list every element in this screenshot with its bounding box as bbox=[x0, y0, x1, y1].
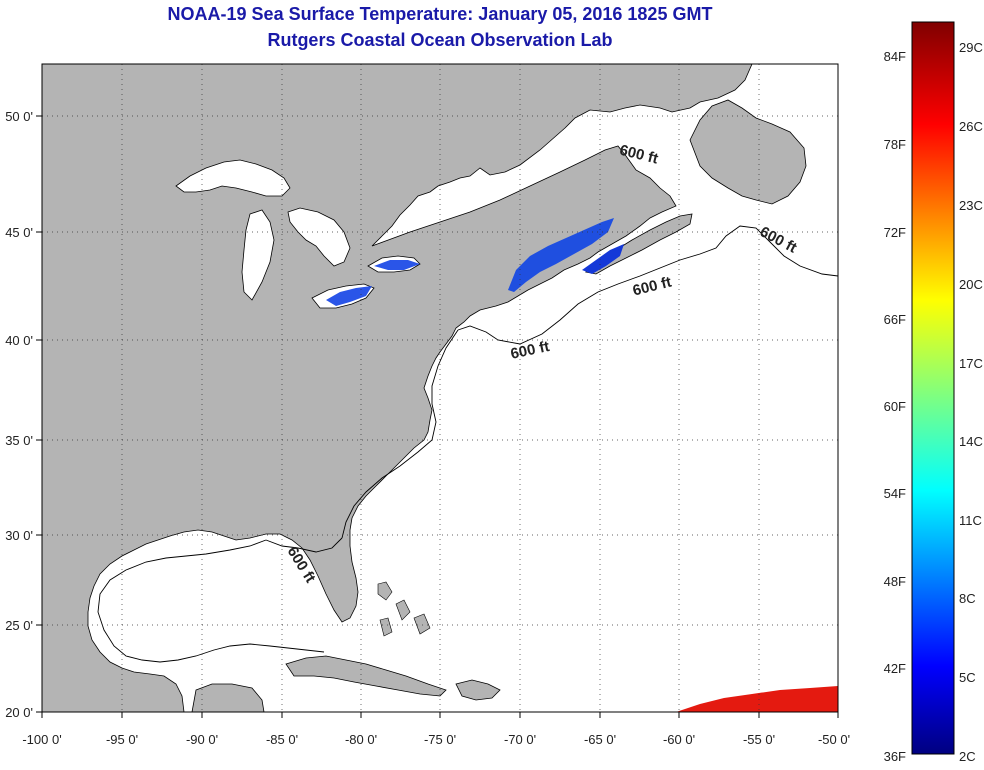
colorbar-label-17c: 17C bbox=[959, 356, 983, 371]
colorbar-label-29c: 29C bbox=[959, 40, 983, 55]
lat-label-25n: 25 0' bbox=[5, 618, 33, 633]
colorbar-label-78f: 78F bbox=[884, 137, 906, 152]
colorbar-label-60f: 60F bbox=[884, 399, 906, 414]
lon-label-85w: -85 0' bbox=[266, 732, 298, 747]
lon-label-75w: -75 0' bbox=[424, 732, 456, 747]
colorbar-label-11c: 11C bbox=[959, 513, 982, 528]
sst-warm-strip bbox=[676, 686, 838, 712]
colorbar-label-72f: 72F bbox=[884, 225, 906, 240]
lon-label-70w: -70 0' bbox=[504, 732, 536, 747]
map-grid bbox=[42, 64, 838, 712]
lat-label-20n: 20 0' bbox=[5, 705, 33, 720]
colorbar-label-23c: 23C bbox=[959, 198, 983, 213]
colorbar-label-26c: 26C bbox=[959, 119, 983, 134]
lat-label-45n: 45 0' bbox=[5, 225, 33, 240]
map-subtitle: Rutgers Coastal Ocean Observation Lab bbox=[267, 30, 613, 50]
lat-label-50n: 50 0' bbox=[5, 109, 33, 124]
lon-label-80w: -80 0' bbox=[345, 732, 377, 747]
lat-label-40n: 40 0' bbox=[5, 333, 33, 348]
map-title: NOAA-19 Sea Surface Temperature: January… bbox=[167, 4, 713, 24]
colorbar bbox=[911, 21, 955, 755]
isobath-600ft bbox=[97, 225, 839, 663]
lon-label-50w: -50 0' bbox=[818, 732, 850, 747]
colorbar-label-54f: 54F bbox=[884, 486, 906, 501]
bahamas-islands bbox=[377, 581, 431, 637]
colorbar-label-36f: 36F bbox=[884, 749, 906, 764]
colorbar-label-2c: 2C bbox=[959, 749, 976, 764]
newfoundland-land bbox=[689, 99, 807, 205]
colorbar-label-42f: 42F bbox=[884, 661, 906, 676]
colorbar-label-48f: 48F bbox=[884, 574, 906, 589]
lon-label-95w: -95 0' bbox=[106, 732, 138, 747]
colorbar-label-20c: 20C bbox=[959, 277, 983, 292]
hispaniola-land bbox=[455, 679, 501, 701]
cuba-land bbox=[285, 655, 447, 697]
colorbar-label-84f: 84F bbox=[884, 49, 906, 64]
lat-label-35n: 35 0' bbox=[5, 433, 33, 448]
lat-label-30n: 30 0' bbox=[5, 528, 33, 543]
lon-label-100w: -100 0' bbox=[22, 732, 61, 747]
lon-label-55w: -55 0' bbox=[743, 732, 775, 747]
lon-label-90w: -90 0' bbox=[186, 732, 218, 747]
lon-label-60w: -60 0' bbox=[663, 732, 695, 747]
colorbar-label-5c: 5C bbox=[959, 670, 976, 685]
colorbar-label-8c: 8C bbox=[959, 591, 976, 606]
north-america-land bbox=[41, 63, 753, 713]
sst-cold-patches bbox=[326, 218, 624, 306]
axis-ticks bbox=[36, 115, 839, 718]
colorbar-label-14c: 14C bbox=[959, 434, 983, 449]
colorbar-label-66f: 66F bbox=[884, 312, 906, 327]
lon-label-65w: -65 0' bbox=[584, 732, 616, 747]
